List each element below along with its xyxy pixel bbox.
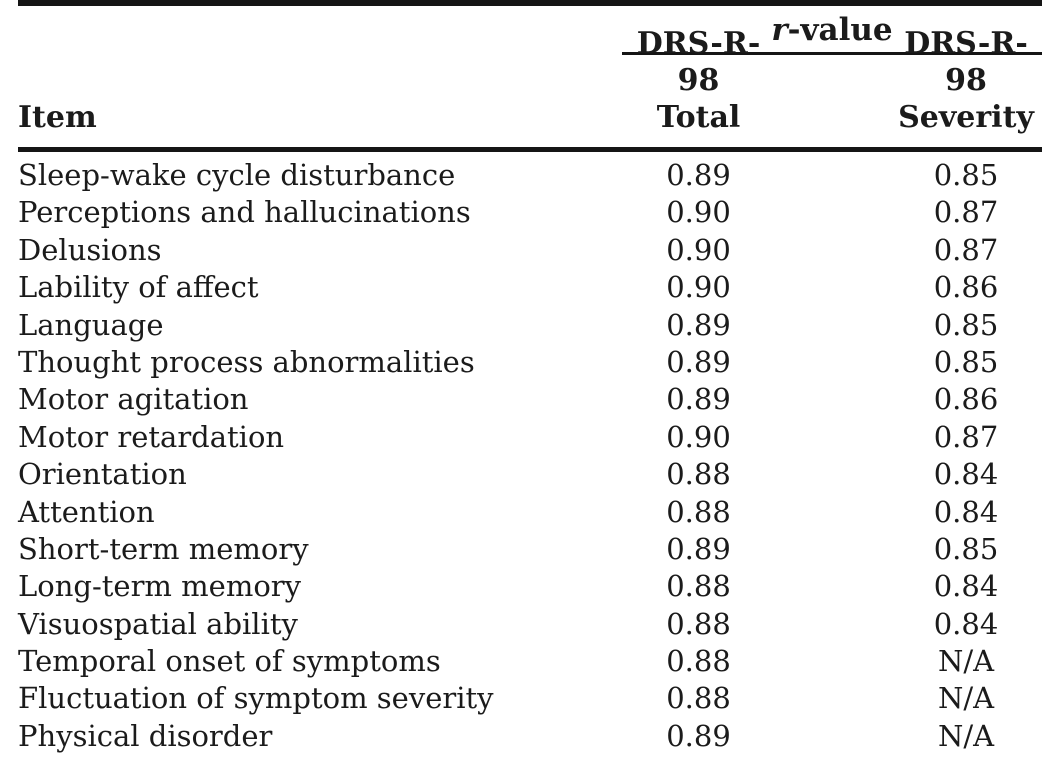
severity-r-value-cell: 0.85 xyxy=(933,344,999,379)
column-header-drs-total: DRS-R-98 Total xyxy=(622,25,775,136)
item-cell: Delusions xyxy=(18,232,162,267)
spacer-cell xyxy=(775,531,890,568)
total-r-value-cell: 0.90 xyxy=(666,195,731,230)
item-cell: Lability of affect xyxy=(18,270,259,305)
column-header-drs-total-line2: Total xyxy=(656,100,741,135)
spacer-cell xyxy=(775,344,890,381)
spacer-cell xyxy=(775,643,890,680)
spanner-rule xyxy=(622,52,1042,55)
total-r-value-cell: 0.89 xyxy=(666,382,731,417)
spacer-cell xyxy=(775,194,890,231)
item-cell: Motor retardation xyxy=(18,419,285,454)
severity-r-value-cell: 0.87 xyxy=(933,195,999,230)
table-row: Short-term memory 0.89 0.85 xyxy=(18,531,1042,568)
severity-r-value-cell: 0.86 xyxy=(933,382,999,417)
severity-r-value-cell: 0.85 xyxy=(933,158,999,192)
table-row: Thought process abnormalities 0.89 0.85 xyxy=(18,344,1042,381)
table-row: Fluctuation of symptom severity 0.88 N/A xyxy=(18,680,1042,717)
table-row: Sleep-wake cycle disturbance 0.89 0.85 xyxy=(18,157,1042,194)
total-r-value-cell: 0.89 xyxy=(666,718,731,753)
table-row: Attention 0.88 0.84 xyxy=(18,494,1042,531)
total-r-value-cell: 0.90 xyxy=(666,232,731,267)
total-r-value-cell: 0.88 xyxy=(666,606,731,641)
total-r-value-cell: 0.89 xyxy=(666,531,731,566)
table-row: Language 0.89 0.85 xyxy=(18,307,1042,344)
column-header-drs-severity-line2: Severity xyxy=(898,100,1034,135)
item-cell: Perceptions and hallucinations xyxy=(18,195,471,230)
item-cell: Language xyxy=(18,307,164,342)
spacer-cell xyxy=(775,494,890,531)
total-r-value-cell: 0.88 xyxy=(666,681,731,716)
severity-r-value-cell: N/A xyxy=(937,718,995,753)
table-row: Long-term memory 0.88 0.84 xyxy=(18,568,1042,605)
severity-r-value-cell: 0.84 xyxy=(933,569,999,604)
total-r-value-cell: 0.89 xyxy=(666,344,731,379)
reliability-table: r-value Item DRS-R-98 Total DRS-R-98 Sev… xyxy=(18,0,1042,755)
spacer-cell xyxy=(775,568,890,605)
column-header-drs-total-line1: DRS-R-98 xyxy=(636,26,761,98)
spacer-cell xyxy=(775,419,890,456)
spacer-cell xyxy=(775,456,890,493)
severity-r-value-cell: 0.84 xyxy=(933,457,999,492)
spanner-header-r-value: r-value xyxy=(622,11,1042,49)
severity-r-value-cell: 0.85 xyxy=(933,307,999,342)
total-r-value-cell: 0.90 xyxy=(666,270,731,305)
item-cell: Attention xyxy=(18,494,155,529)
table-row: Motor agitation 0.89 0.86 xyxy=(18,381,1042,418)
spacer-cell xyxy=(775,157,890,194)
item-cell: Temporal onset of symptoms xyxy=(18,644,441,679)
severity-r-value-cell: 0.87 xyxy=(933,232,999,267)
severity-r-value-cell: N/A xyxy=(937,644,995,679)
table-row: Visuospatial ability 0.88 0.84 xyxy=(18,606,1042,643)
table-row: Physical disorder 0.89 N/A xyxy=(18,718,1042,755)
spanner-rest: -value xyxy=(787,12,893,48)
total-r-value-cell: 0.88 xyxy=(666,457,731,492)
item-cell: Short-term memory xyxy=(18,531,309,566)
item-cell: Fluctuation of symptom severity xyxy=(18,681,494,716)
spanner-italic-r: r xyxy=(771,12,788,48)
total-r-value-cell: 0.90 xyxy=(666,419,731,454)
severity-r-value-cell: N/A xyxy=(937,681,995,716)
item-cell: Sleep-wake cycle disturbance xyxy=(18,158,456,192)
item-cell: Physical disorder xyxy=(18,718,273,753)
table-top-rule xyxy=(18,0,1042,6)
table-row: Lability of affect 0.90 0.86 xyxy=(18,269,1042,306)
column-header-drs-severity-line1: DRS-R-98 xyxy=(904,26,1028,98)
total-r-value-cell: 0.89 xyxy=(666,307,731,342)
total-r-value-cell: 0.88 xyxy=(666,644,731,679)
total-r-value-cell: 0.88 xyxy=(666,494,731,529)
spacer-cell xyxy=(775,606,890,643)
spacer-cell xyxy=(775,307,890,344)
table-body: Sleep-wake cycle disturbance 0.89 0.85 P… xyxy=(18,152,1042,755)
spacer-cell xyxy=(775,680,890,717)
column-header-row: Item DRS-R-98 Total DRS-R-98 Severity xyxy=(18,25,1042,136)
item-cell: Orientation xyxy=(18,457,187,492)
total-r-value-cell: 0.88 xyxy=(666,569,731,604)
table-row: Delusions 0.90 0.87 xyxy=(18,232,1042,269)
item-cell: Motor agitation xyxy=(18,382,249,417)
total-r-value-cell: 0.89 xyxy=(666,158,731,192)
table-row: Motor retardation 0.90 0.87 xyxy=(18,419,1042,456)
table-row: Temporal onset of symptoms 0.88 N/A xyxy=(18,643,1042,680)
column-header-drs-severity: DRS-R-98 Severity xyxy=(890,25,1042,136)
item-cell: Thought process abnormalities xyxy=(18,344,475,379)
table-row: Orientation 0.88 0.84 xyxy=(18,456,1042,493)
table-row: Perceptions and hallucinations 0.90 0.87 xyxy=(18,194,1042,231)
spacer-cell xyxy=(775,232,890,269)
spacer-cell xyxy=(775,381,890,418)
severity-r-value-cell: 0.87 xyxy=(933,419,999,454)
column-header-item: Item xyxy=(18,100,97,135)
spacer-cell xyxy=(775,269,890,306)
severity-r-value-cell: 0.84 xyxy=(933,494,999,529)
severity-r-value-cell: 0.84 xyxy=(933,606,999,641)
item-cell: Visuospatial ability xyxy=(18,606,298,641)
severity-r-value-cell: 0.86 xyxy=(933,270,999,305)
severity-r-value-cell: 0.85 xyxy=(933,531,999,566)
table-header: r-value Item DRS-R-98 Total DRS-R-98 Sev… xyxy=(18,6,1042,152)
spacer-cell xyxy=(775,718,890,755)
item-cell: Long-term memory xyxy=(18,569,302,604)
